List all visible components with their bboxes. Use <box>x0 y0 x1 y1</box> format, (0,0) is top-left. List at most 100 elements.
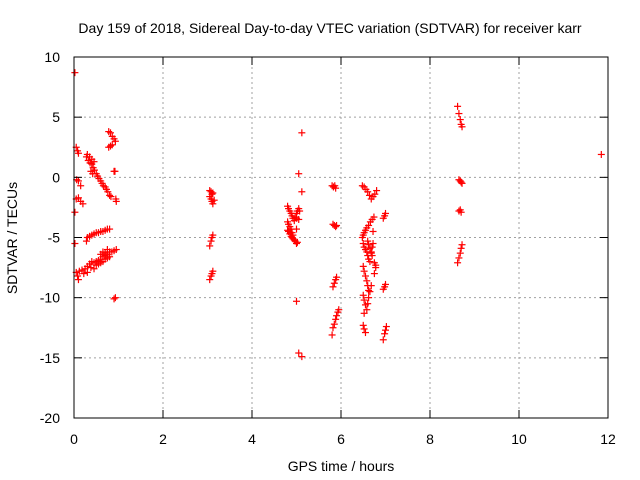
data-point <box>330 320 338 328</box>
data-point <box>284 226 292 234</box>
data-point <box>330 279 338 287</box>
data-point <box>82 237 90 245</box>
data-point <box>298 188 306 196</box>
data-point <box>209 189 217 197</box>
data-point <box>371 190 379 198</box>
data-point <box>458 123 466 131</box>
data-point <box>74 276 82 284</box>
data-point <box>358 182 366 190</box>
data-point <box>104 188 112 196</box>
data-point <box>209 267 217 275</box>
data-point <box>454 102 462 110</box>
data-point <box>74 149 82 157</box>
x-tick-label: 6 <box>337 431 345 447</box>
data-point <box>90 166 98 174</box>
data-point <box>363 306 371 314</box>
data-point <box>71 240 79 248</box>
data-point <box>328 331 336 339</box>
data-point <box>369 227 377 235</box>
data-point <box>382 323 390 331</box>
data-point <box>74 177 82 185</box>
data-point <box>103 246 111 254</box>
data-point <box>295 215 303 223</box>
data-point <box>359 291 367 299</box>
data-point <box>457 244 465 252</box>
data-point <box>77 182 85 190</box>
data-point <box>368 252 376 260</box>
data-point <box>291 213 299 221</box>
data-point <box>367 248 375 256</box>
data-point <box>90 158 98 166</box>
data-point <box>111 167 119 175</box>
data-point <box>329 283 337 291</box>
data-point <box>293 240 300 248</box>
data-point <box>455 254 463 262</box>
data-point <box>71 208 79 216</box>
data-point <box>382 209 389 217</box>
x-tick-labels: 0 2 4 6 8 10 12 <box>70 431 616 447</box>
data-point <box>295 349 303 357</box>
data-point <box>90 265 98 273</box>
data-point <box>382 280 389 288</box>
data-point <box>597 150 605 158</box>
data-point <box>359 321 367 329</box>
data-point <box>106 142 114 150</box>
data-point <box>364 300 372 308</box>
axis-ticks <box>73 56 609 419</box>
data-point <box>364 188 372 196</box>
data-point <box>456 249 464 257</box>
data-point <box>101 249 109 257</box>
data-point <box>332 184 340 192</box>
y-tick-label: -15 <box>40 350 60 366</box>
x-tick-label: 10 <box>511 431 527 447</box>
data-point <box>455 110 463 118</box>
data-point <box>457 208 465 216</box>
data-point <box>359 262 367 270</box>
data-point <box>110 295 118 303</box>
data-point <box>329 324 337 332</box>
data-point <box>365 286 373 294</box>
data-point <box>79 200 87 208</box>
data-point <box>289 231 297 239</box>
data-point <box>372 264 380 272</box>
data-points <box>71 69 605 361</box>
data-point <box>365 241 373 249</box>
data-point <box>74 272 82 280</box>
data-point <box>379 336 387 344</box>
grid <box>74 57 608 418</box>
data-point <box>293 238 301 246</box>
data-point <box>206 242 214 250</box>
data-point <box>210 196 218 204</box>
y-tick-label: -5 <box>48 230 61 246</box>
y-tick-label: 0 <box>52 169 60 185</box>
x-tick-label: 8 <box>426 431 434 447</box>
data-point <box>78 266 86 274</box>
data-point <box>454 259 462 267</box>
data-point <box>381 330 389 338</box>
data-point <box>360 309 368 317</box>
data-point <box>370 213 378 221</box>
data-point <box>335 306 343 314</box>
data-point <box>106 191 114 199</box>
data-point <box>365 294 373 302</box>
data-point <box>112 246 120 254</box>
data-point <box>83 268 91 276</box>
data-point <box>360 296 368 304</box>
x-axis-label: GPS time / hours <box>288 458 395 474</box>
data-point <box>366 258 374 266</box>
data-point <box>364 237 372 245</box>
data-point <box>105 128 113 136</box>
data-point <box>365 221 373 229</box>
data-point <box>360 267 368 275</box>
y-axis-label: SDTVAR / TECUs <box>4 182 20 294</box>
data-point <box>370 270 378 278</box>
data-point <box>373 187 381 195</box>
data-point <box>360 325 368 333</box>
y-tick-labels: 10 5 0 -5 -10 -15 -20 <box>40 49 60 426</box>
data-point <box>366 244 374 252</box>
x-tick-label: 12 <box>600 431 616 447</box>
data-point <box>365 191 373 199</box>
data-point <box>111 137 119 145</box>
data-point <box>293 297 300 305</box>
data-point <box>369 240 377 248</box>
